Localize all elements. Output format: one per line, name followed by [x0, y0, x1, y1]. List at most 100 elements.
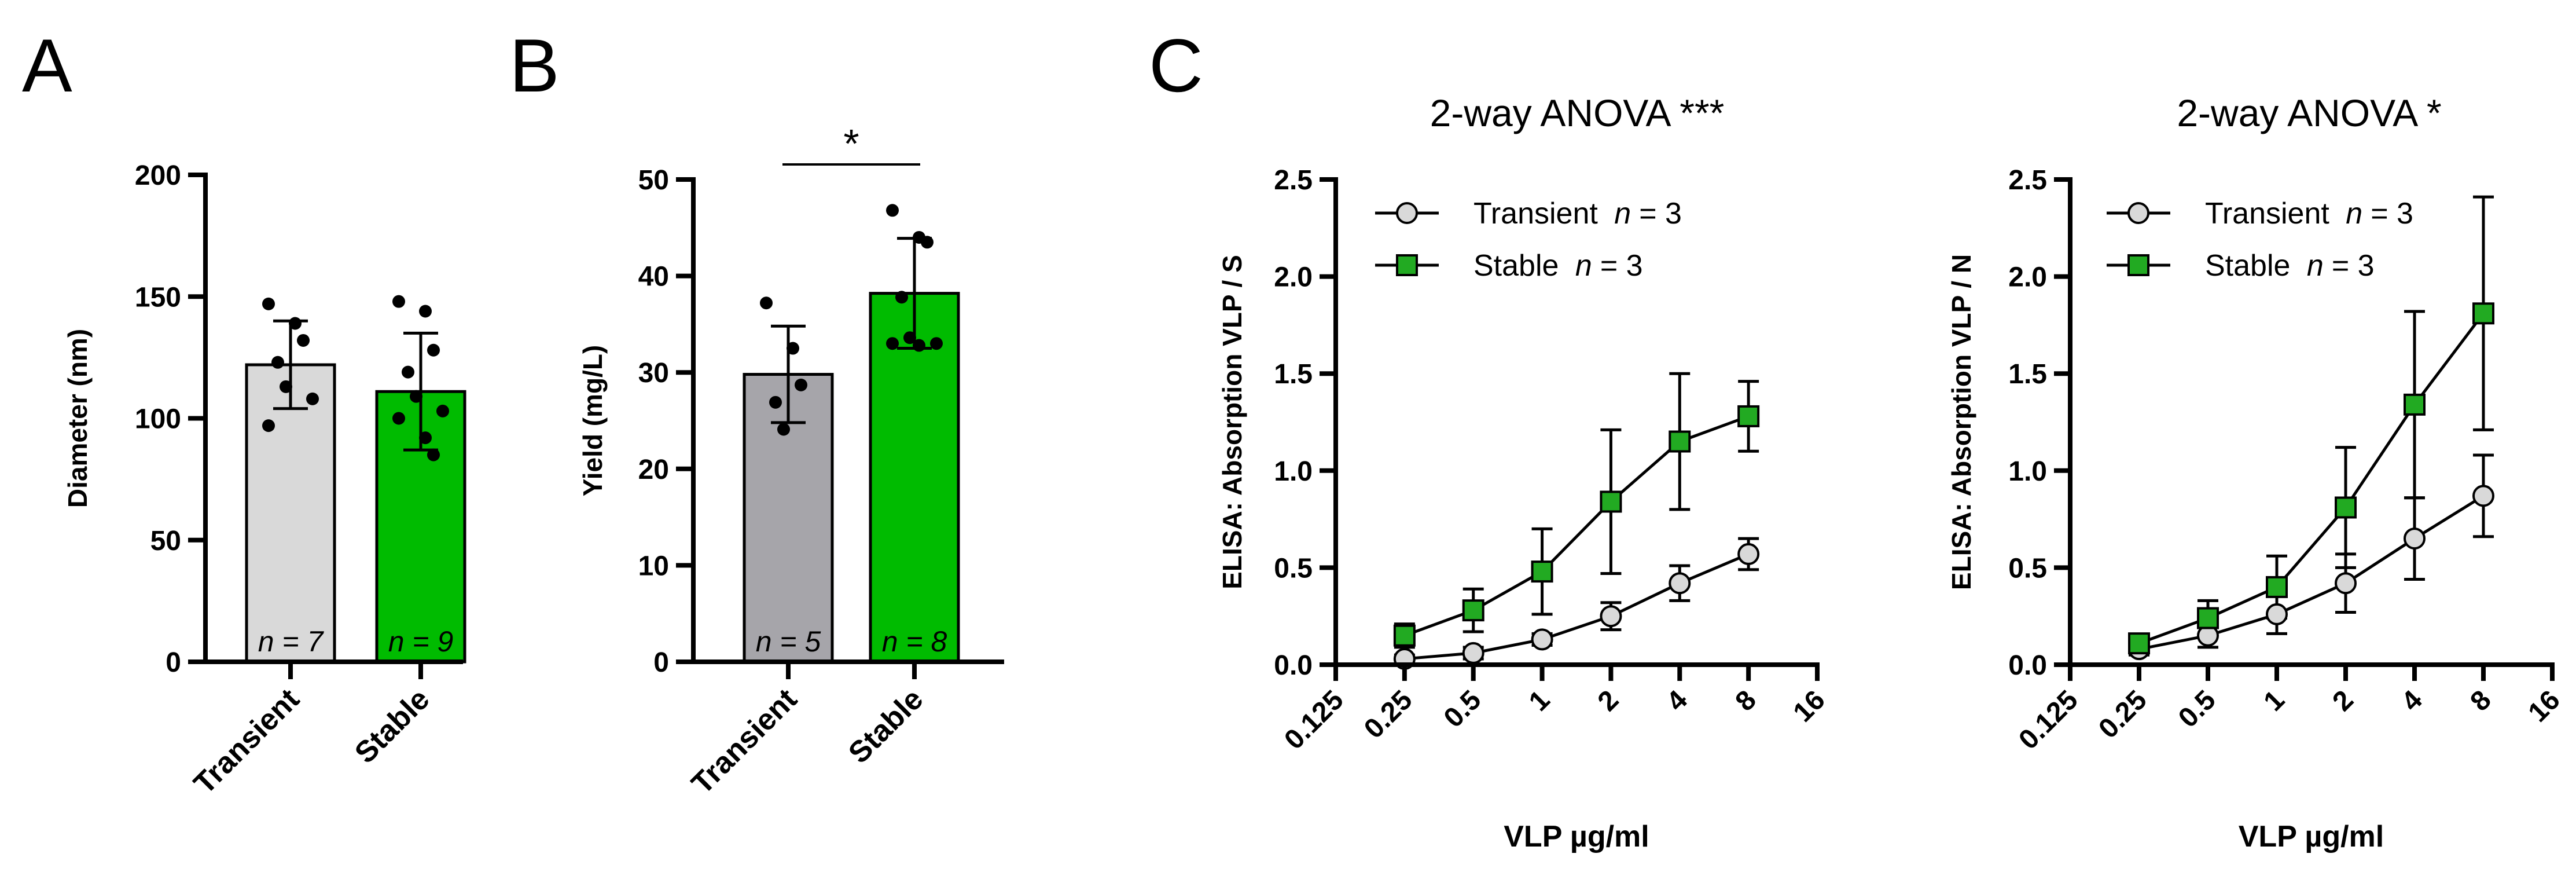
y-tick-label: 20: [638, 455, 669, 485]
data-point-transient: [769, 395, 782, 409]
data-point-transient: [760, 296, 773, 310]
x-axis-label: VLP µg/ml: [2239, 820, 2384, 853]
y-axis-label: ELISA: Absorption VLP / N: [1946, 254, 1976, 590]
data-point-stable: [1669, 430, 1691, 453]
y-tick-label: 1.0: [2008, 456, 2047, 487]
y-axis-label: Diameter (nm): [63, 329, 93, 508]
data-point-stable: [1600, 490, 1622, 513]
series-line-stable: [1403, 415, 1750, 637]
y-tick-label: 2.5: [2008, 165, 2047, 196]
data-point-transient: [777, 423, 790, 436]
x-tick-label: 0.25: [1358, 684, 1419, 745]
panel-letter-b: B: [509, 23, 560, 108]
y-axis-label: ELISA: Absorption VLP / S: [1217, 255, 1247, 589]
data-point-transient: [2404, 527, 2426, 550]
y-tick-label: 200: [135, 160, 181, 191]
legend-n-symbol: n: [2307, 249, 2324, 283]
data-point-transient: [297, 334, 310, 347]
data-point-stable: [1393, 624, 1416, 647]
x-tick-label: 2: [1592, 684, 1625, 717]
legend-series-name: Transient: [1473, 197, 1606, 230]
legend-n-symbol: n: [1575, 249, 1592, 283]
legend-label-stable: Stable n = 3: [2205, 249, 2375, 283]
x-tick-label: 4: [2395, 684, 2428, 717]
legend-series-name: Stable: [2205, 249, 2299, 283]
legend-n-symbol: n: [1614, 197, 1631, 230]
y-tick-label: 0.0: [2008, 650, 2047, 681]
data-point-transient: [1531, 628, 1553, 651]
x-tick-label: 1: [2258, 684, 2290, 717]
category-label-stable: Stable: [348, 682, 436, 770]
y-tick-label: 0: [653, 647, 669, 678]
chart-c-nucleocapsid-elisa: 2-way ANOVA * 0.0 0.5 1.0 1.5 2.0 2.5 0.125 0.25…: [1946, 91, 2566, 853]
data-point-stable: [2404, 393, 2426, 416]
category-label-stable: Stable: [842, 682, 929, 770]
panel-letter-a: A: [22, 23, 72, 108]
data-point-transient: [1737, 543, 1760, 565]
data-point-stable: [2128, 632, 2150, 655]
panel-letter-c: C: [1149, 23, 1203, 108]
data-point-stable: [886, 204, 899, 217]
data-point-transient: [2266, 603, 2288, 625]
x-tick-label: 0.5: [2173, 684, 2222, 734]
y-tick-label: 0.5: [1274, 553, 1313, 584]
y-tick-label: 100: [135, 404, 181, 435]
legend-label-transient: Transient n = 3: [1473, 197, 1682, 230]
legend-marker-transient: [1396, 202, 1418, 224]
y-tick-label: 2.0: [1274, 262, 1313, 293]
data-point-stable: [913, 339, 925, 352]
sample-size-label: n = 7: [258, 625, 325, 658]
bar-stable: [869, 292, 960, 664]
y-tick-label: 50: [150, 526, 181, 556]
x-axis-label: VLP µg/ml: [1504, 820, 1649, 853]
data-point-stable: [392, 295, 405, 308]
data-point-transient: [1600, 605, 1622, 628]
legend-marker-stable: [2127, 254, 2149, 276]
data-point-stable: [1531, 560, 1553, 583]
y-tick-label: 0.5: [2008, 553, 2047, 584]
y-tick-label: 0: [166, 647, 181, 678]
data-point-stable: [2266, 576, 2288, 598]
data-point-transient: [271, 356, 284, 369]
y-tick-label: 0.0: [1274, 650, 1313, 681]
y-tick-label: 1.0: [1274, 456, 1313, 487]
legend-marker-transient: [2127, 202, 2149, 224]
series-line-transient: [1404, 552, 1750, 661]
category-label-transient: Transient: [188, 682, 306, 800]
y-tick-label: 2.0: [2008, 262, 2047, 293]
legend-n-value: = 3: [1639, 197, 1682, 230]
data-point-transient: [280, 380, 292, 393]
data-point-transient: [2472, 485, 2494, 507]
sample-size-label: n = 8: [882, 625, 947, 658]
y-tick-label: 40: [638, 262, 669, 292]
data-point-stable: [392, 412, 405, 425]
x-tick-label: 8: [1730, 684, 1762, 717]
x-tick-label: 0.5: [1438, 684, 1487, 734]
data-point-stable: [402, 365, 414, 379]
y-tick-label: 30: [638, 358, 669, 389]
data-point-stable: [895, 291, 908, 304]
y-tick-label: 1.5: [1274, 359, 1313, 390]
data-point-stable: [419, 431, 432, 445]
sample-size-label: n = 9: [388, 625, 454, 658]
chart-title: 2-way ANOVA ***: [1430, 91, 1725, 134]
y-tick-label: 10: [638, 551, 669, 581]
data-point-transient: [787, 342, 799, 355]
data-point-transient: [1669, 572, 1691, 595]
sample-size-label: n = 5: [756, 625, 821, 658]
data-point-stable: [921, 236, 934, 249]
y-tick-label: 2.5: [1274, 165, 1313, 196]
data-point-stable: [436, 404, 449, 417]
y-axis-label: Yield (mg/L): [578, 345, 608, 497]
y-tick-label: 1.5: [2008, 359, 2047, 390]
significance-marker: *: [843, 121, 859, 166]
x-tick-label: 8: [2464, 684, 2497, 717]
data-point-transient: [306, 392, 319, 405]
data-point-transient: [262, 419, 275, 433]
chart-c-spike-elisa: 2-way ANOVA ***0.00.51.01.52.02.50.125 0.…: [1217, 91, 1831, 853]
x-tick-label: 2: [2327, 684, 2359, 717]
chart-title: 2-way ANOVA *: [2177, 91, 2441, 134]
series-line-transient: [2138, 494, 2485, 651]
data-point-transient: [289, 317, 302, 330]
data-point-stable: [1737, 405, 1760, 427]
